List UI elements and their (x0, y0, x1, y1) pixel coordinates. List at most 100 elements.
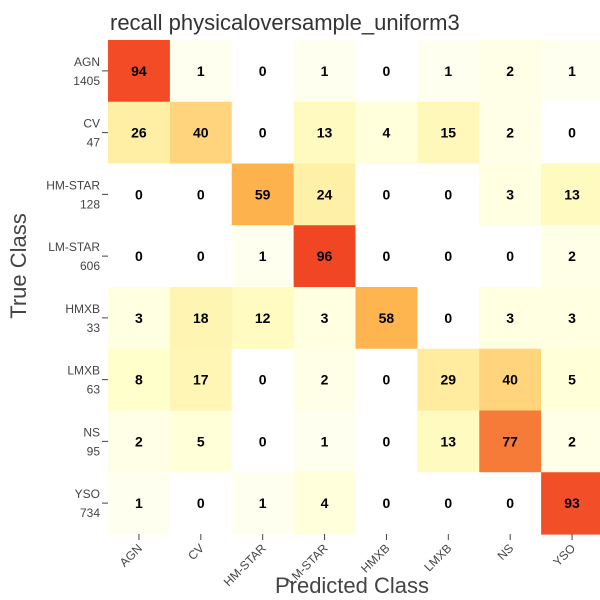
cell-value-label: 5 (568, 372, 576, 388)
heatmap-cell (169, 40, 233, 103)
heatmap-cell (541, 472, 600, 535)
cell-value-label: 15 (441, 125, 457, 141)
cell-value-label: 1 (568, 63, 576, 79)
heatmap-cell (417, 472, 480, 535)
heatmap-cell (479, 472, 542, 535)
heatmap-cell (355, 40, 418, 103)
row-count-label: 95 (87, 444, 101, 458)
cell-value-label: 0 (135, 248, 143, 264)
cell-value-label: 0 (383, 248, 391, 264)
heatmap-cell (169, 410, 233, 473)
cell-value-label: 0 (444, 248, 452, 264)
heatmap-cell (479, 348, 542, 412)
cell-value-label: 3 (568, 310, 576, 326)
heatmap-cell (541, 348, 600, 412)
cell-value-label: 3 (506, 186, 514, 202)
x-tick-label: CV (185, 541, 207, 563)
chart-title: recall physicaloversample_uniform3 (110, 10, 460, 35)
heatmap-cell (293, 225, 357, 288)
heatmap-cell (541, 287, 600, 350)
x-tick-label: AGN (117, 541, 145, 569)
heatmap-cell (169, 225, 233, 288)
row-class-label: HM-STAR (46, 178, 100, 192)
cell-value-label: 4 (321, 495, 329, 511)
row-count-label: 734 (80, 506, 100, 520)
cell-value-label: 0 (259, 125, 267, 141)
cell-value-label: 2 (506, 125, 514, 141)
heatmap-cell (108, 348, 171, 412)
heatmap-cell (231, 287, 295, 350)
cell-value-label: 29 (441, 372, 457, 388)
x-tick-label: HM-STAR (221, 541, 269, 589)
cell-value-label: 0 (383, 186, 391, 202)
x-axis-label: Predicted Class (275, 573, 429, 598)
row-class-label: YSO (75, 487, 100, 501)
cell-value-label: 24 (317, 186, 333, 202)
cell-value-label: 2 (568, 248, 576, 264)
y-axis-label: True Class (6, 213, 31, 319)
x-tick-label: YSO (550, 541, 578, 569)
row-count-label: 63 (87, 383, 101, 397)
cell-value-label: 1 (259, 495, 267, 511)
row-class-label: HMXB (65, 302, 100, 316)
cell-value-label: 0 (197, 495, 205, 511)
cell-value-label: 96 (317, 248, 333, 264)
cell-value-label: 93 (564, 495, 580, 511)
cell-value-label: 0 (383, 372, 391, 388)
heatmap-cell (355, 410, 418, 473)
heatmap-cell (231, 40, 295, 103)
cell-value-label: 1 (197, 63, 205, 79)
cell-value-label: 13 (441, 433, 457, 449)
cell-value-label: 3 (321, 310, 329, 326)
heatmap-cell (355, 287, 418, 350)
cell-value-label: 12 (255, 310, 271, 326)
row-count-label: 47 (87, 136, 101, 150)
heatmap-cell (169, 287, 233, 350)
cell-value-label: 0 (259, 63, 267, 79)
row-count-label: 606 (80, 259, 100, 273)
heatmap-cell (293, 472, 357, 535)
heatmap-cell (417, 101, 480, 165)
cell-value-label: 2 (321, 372, 329, 388)
cell-value-label: 1 (259, 248, 267, 264)
row-class-label: LMXB (67, 364, 100, 378)
heatmap-cell (417, 225, 480, 288)
cell-value-label: 8 (135, 372, 143, 388)
heatmap-cell (541, 40, 600, 103)
heatmap-cell (108, 163, 171, 226)
heatmap-cell (355, 163, 418, 226)
heatmap-cell (231, 348, 295, 412)
heatmap-cell (355, 348, 418, 412)
row-labels: AGN 1405 CV 47 HM-STAR 128 LM-STAR 606 HMXB 33 LMX… (46, 55, 108, 520)
heatmap-cell (231, 101, 295, 165)
cell-value-label: 3 (506, 310, 514, 326)
row-class-label: CV (83, 117, 100, 131)
heatmap-cell (108, 472, 171, 535)
cell-value-label: 0 (259, 433, 267, 449)
cell-value-label: 0 (444, 495, 452, 511)
heatmap-cell (479, 163, 542, 226)
cell-value-label: 1 (321, 63, 329, 79)
x-tick-label: LMXB (421, 541, 454, 574)
heatmap-cell (479, 410, 542, 473)
heatmap-cell (108, 410, 171, 473)
cell-value-label: 18 (193, 310, 209, 326)
heatmap-cell (417, 287, 480, 350)
cell-value-label: 0 (444, 310, 452, 326)
heatmap-cell (231, 163, 295, 226)
cell-value-label: 1 (321, 433, 329, 449)
heatmap-cell (108, 101, 171, 165)
heatmap-cell (293, 101, 357, 165)
cell-value-label: 40 (193, 125, 209, 141)
cell-value-label: 0 (506, 495, 514, 511)
cell-value-label: 0 (444, 186, 452, 202)
cell-value-label: 0 (383, 63, 391, 79)
heatmap-cell (108, 287, 171, 350)
cell-value-label: 1 (135, 495, 143, 511)
cell-value-label: 3 (135, 310, 143, 326)
heatmap-cell (293, 348, 357, 412)
heatmap-cell (541, 163, 600, 226)
heatmap-cell (541, 410, 600, 473)
cell-value-label: 0 (383, 495, 391, 511)
